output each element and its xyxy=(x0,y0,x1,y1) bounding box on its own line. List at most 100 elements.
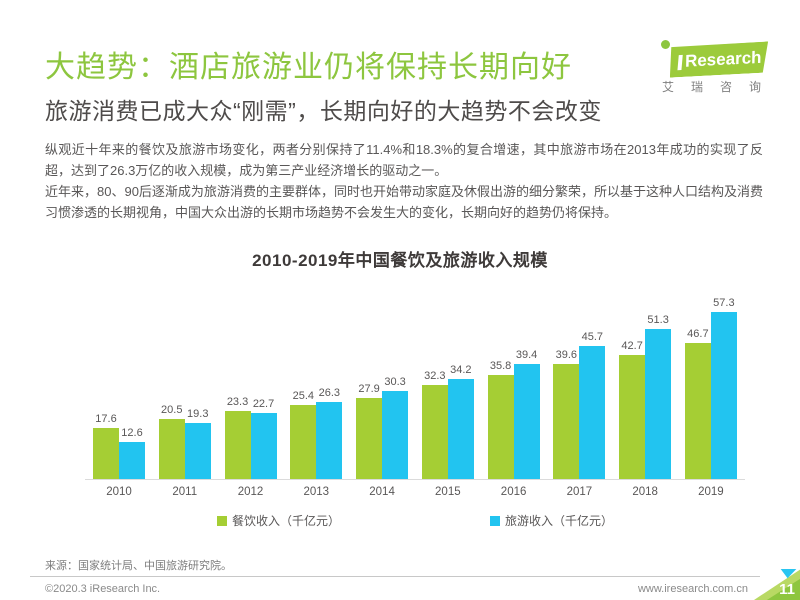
page-subtitle: 旅游消费已成大众“刚需”，长期向好的大趋势不会改变 xyxy=(45,98,602,124)
bar-group: 27.9 30.3 xyxy=(356,376,409,479)
bar-value-label: 35.8 xyxy=(489,360,512,372)
bar-wrap: 46.7 xyxy=(684,328,711,479)
bar-value-label: 39.6 xyxy=(555,349,578,361)
bar-value-label: 32.3 xyxy=(424,370,446,382)
bar-wrap: 39.6 xyxy=(553,349,580,479)
bar xyxy=(579,346,606,479)
bar-wrap: 22.7 xyxy=(250,398,277,479)
bar-wrap: 42.7 xyxy=(619,340,646,479)
bar-wrap: 27.9 xyxy=(356,383,383,479)
bar xyxy=(710,312,737,479)
iresearch-logo: Research 艾瑞咨询 xyxy=(660,39,770,95)
bar xyxy=(250,413,277,479)
bar-chart: 17.6 12.6 20.5 19.3 23.3 22.7 25.4 26.3 27.9 30.3… xyxy=(85,289,745,529)
bar-value-label: 20.5 xyxy=(161,404,183,416)
legend-label: 旅游收入（千亿元） xyxy=(505,514,614,528)
badge-cyan-triangle xyxy=(780,569,797,579)
bar-wrap: 32.3 xyxy=(421,370,448,479)
bar xyxy=(447,379,474,479)
chart-legend: 餐饮收入（千亿元） 旅游收入（千亿元） xyxy=(85,512,745,529)
bar-value-label: 23.3 xyxy=(226,396,249,408)
bar-group: 23.3 22.7 xyxy=(224,396,277,479)
x-axis-label: 2017 xyxy=(566,486,593,498)
bar xyxy=(684,343,711,479)
bar xyxy=(224,411,251,479)
bar-wrap: 39.4 xyxy=(513,349,540,479)
x-axis-label: 2014 xyxy=(369,486,395,498)
bar-wrap: 30.3 xyxy=(382,376,409,479)
bar-value-label: 42.7 xyxy=(621,340,643,352)
bar-value-label: 25.4 xyxy=(292,390,314,402)
legend-label: 餐饮收入（千亿元） xyxy=(231,514,340,528)
body-paragraph-1: 纵观近十年来的餐饮及旅游市场变化，两者分别保持了11.4%和18.3%的复合增速… xyxy=(45,142,763,178)
bar xyxy=(158,419,185,479)
chart-plot: 17.6 12.6 20.5 19.3 23.3 22.7 25.4 26.3 27.9 30.3… xyxy=(85,289,745,480)
bar-value-label: 46.7 xyxy=(687,328,709,340)
bar-wrap: 45.7 xyxy=(579,331,606,479)
bar-wrap: 35.8 xyxy=(487,360,514,479)
bar xyxy=(513,364,540,479)
logo-flag: Research xyxy=(668,41,769,77)
bar-group: 39.6 45.7 xyxy=(553,331,606,479)
legend-swatch-icon xyxy=(216,515,227,526)
bar-wrap: 57.3 xyxy=(710,297,737,479)
chart-x-axis-labels: 2010 2011 2012 2013 2014 2015 2016 2017 2018 2019 xyxy=(85,486,745,498)
logo-brand-text: Research xyxy=(684,47,762,71)
bar xyxy=(382,391,409,479)
chart-title: 2010-2019年中国餐饮及旅游收入规模 xyxy=(252,251,548,270)
bar-wrap: 19.3 xyxy=(184,408,211,479)
page-title: 大趋势：酒店旅游业仍将保持长期向好 xyxy=(45,51,572,84)
bar-wrap: 17.6 xyxy=(93,413,119,479)
bar xyxy=(316,402,343,479)
bar xyxy=(619,355,646,479)
bar-group: 17.6 12.6 xyxy=(93,413,145,479)
page-number: 11 xyxy=(779,581,795,598)
bar-wrap: 12.6 xyxy=(119,427,145,479)
bar-value-label: 27.9 xyxy=(358,383,380,395)
bar-wrap: 25.4 xyxy=(290,390,317,479)
bar-group: 20.5 19.3 xyxy=(158,404,211,479)
footer-website: www.iresearch.com.cn xyxy=(637,583,748,595)
body-paragraph-2: 近年来，80、90后逐渐成为旅游消费的主要群体，同时也开始带动家庭及休假出游的细… xyxy=(45,184,763,220)
bar-value-label: 26.3 xyxy=(318,387,340,399)
body-text: 纵观近十年来的餐饮及旅游市场变化，两者分别保持了11.4%和18.3%的复合增速… xyxy=(45,139,763,223)
bar-value-label: 12.6 xyxy=(121,427,143,439)
bar-group: 35.8 39.4 xyxy=(487,349,540,479)
bar-value-label: 34.2 xyxy=(450,364,472,376)
logo-chinese-text: 艾瑞咨询 xyxy=(662,80,779,94)
page-number-badge: 11 xyxy=(754,569,800,600)
bar xyxy=(184,423,211,479)
x-axis-label: 2018 xyxy=(632,486,658,498)
bar xyxy=(487,375,514,479)
bar xyxy=(119,442,145,479)
bar-wrap: 20.5 xyxy=(158,404,185,479)
bar-value-label: 57.3 xyxy=(713,297,735,309)
logo-i-stem xyxy=(677,55,682,70)
bar-group: 46.7 57.3 xyxy=(684,297,737,479)
bar-value-label: 19.3 xyxy=(187,408,209,420)
legend-item: 餐饮收入（千亿元） xyxy=(216,512,340,529)
bar xyxy=(645,329,672,479)
footer-divider xyxy=(30,576,760,577)
x-axis-label: 2013 xyxy=(303,486,330,498)
bar xyxy=(290,405,317,479)
legend-swatch-icon xyxy=(490,515,500,526)
bar-value-label: 22.7 xyxy=(252,398,275,410)
x-axis-label: 2012 xyxy=(237,486,264,498)
x-axis-label: 2015 xyxy=(435,486,461,498)
bar-group: 32.3 34.2 xyxy=(421,364,474,479)
bar-value-label: 17.6 xyxy=(95,413,117,425)
bar xyxy=(93,428,119,479)
bar xyxy=(356,398,383,479)
logo-i-dot-icon xyxy=(661,40,670,49)
x-axis-label: 2016 xyxy=(500,486,527,498)
bar xyxy=(553,364,580,479)
bar-wrap: 26.3 xyxy=(316,387,343,479)
footer-copyright: ©2020.3 iResearch Inc. xyxy=(45,583,161,595)
bar-group: 42.7 51.3 xyxy=(619,314,672,479)
bar-value-label: 45.7 xyxy=(581,331,604,343)
bar-wrap: 34.2 xyxy=(447,364,474,479)
legend-item: 旅游收入（千亿元） xyxy=(490,512,613,529)
bar-value-label: 51.3 xyxy=(647,314,669,326)
